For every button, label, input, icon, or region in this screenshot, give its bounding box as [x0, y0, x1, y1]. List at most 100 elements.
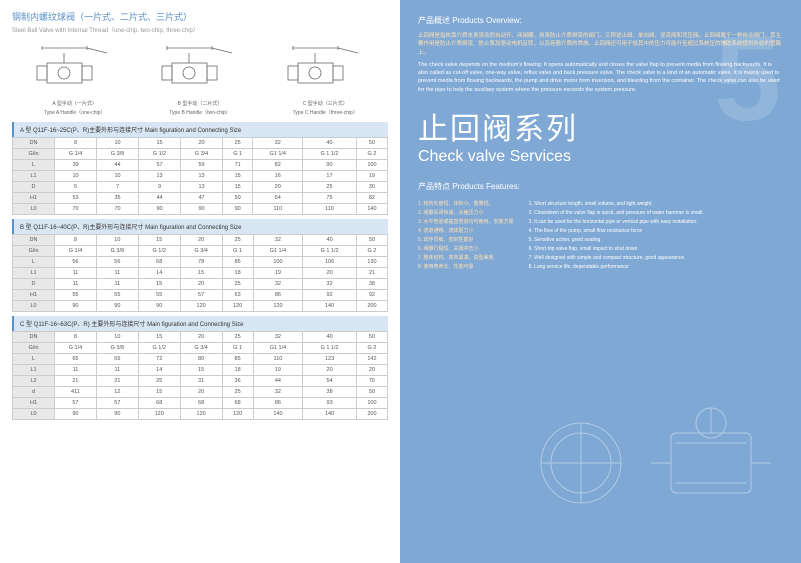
features-cn: 1. 结构长度短、体积小、重量轻。2. 阀瓣关闭快速、水锤压力小3. 水平管道或… [418, 200, 514, 272]
cell: 19 [253, 268, 303, 279]
cell: 25 [222, 332, 253, 343]
feature-item-en: 2. Closedown of the valve flap is quick,… [529, 209, 704, 218]
cell: 10 [96, 235, 138, 246]
cell: 15 [180, 268, 222, 279]
diagram-1: B 型手动（二片式）Type B Handle（two-chip） [157, 38, 242, 116]
cell: 15 [138, 279, 180, 290]
cell: 5 [55, 182, 97, 193]
row-key: H1 [13, 398, 55, 409]
right-panel: 5 产品概述 Products Overview: 止回阀是指依靠介质本身流动而… [400, 0, 801, 563]
table-row: DN810152025324050 [13, 138, 388, 149]
cell: 16 [253, 171, 303, 182]
cell: 140 [356, 204, 387, 215]
cell: 25 [222, 235, 253, 246]
table-row: H15555555763869292 [13, 290, 388, 301]
product-title-en: Steel Ball Valve with Internal Thread（on… [12, 25, 388, 34]
cell: 25 [223, 138, 253, 149]
row-key: H1 [13, 193, 55, 204]
cell: G1 1/4 [253, 343, 303, 354]
cell: 20 [181, 138, 223, 149]
cell: 11 [55, 365, 97, 376]
cell: 110 [303, 204, 357, 215]
features-columns: 1. 结构长度短、体积小、重量轻。2. 阀瓣关闭快速、水锤压力小3. 水平管道或… [418, 200, 783, 272]
feature-item-cn: 6. 阀瓣行程短、关阀冲击小 [418, 245, 514, 254]
table-row: D5791315202530 [13, 182, 388, 193]
cell: 63 [222, 290, 253, 301]
features-en: 1. Short structure length, small volume,… [529, 200, 704, 272]
cell: 10 [97, 171, 139, 182]
row-key: G/in [13, 343, 55, 354]
cell: 100 [253, 257, 303, 268]
cell: 200 [356, 409, 387, 420]
cell: 35 [97, 193, 139, 204]
table-row: H157576868688693100 [13, 398, 388, 409]
cell: 9 [139, 182, 181, 193]
cell: G 3/8 [97, 149, 139, 160]
feature-item-cn: 3. 水平管道或垂直管道均可使用。安装方便 [418, 218, 514, 227]
feature-item-cn: 2. 阀瓣关闭快速、水锤压力小 [418, 209, 514, 218]
cell: G 1 [222, 246, 253, 257]
cell: 90 [181, 204, 223, 215]
cell: 70 [55, 204, 97, 215]
feature-item-en: 8. Long service life, dependable perform… [529, 263, 704, 272]
cell: 86 [253, 398, 303, 409]
left-panel: 钢制内螺纹球阀（一片式、二片式、三片式） Steel Ball Valve wi… [0, 0, 400, 563]
cell: 90 [139, 204, 181, 215]
cell: 20 [180, 279, 222, 290]
cell: G 3/4 [180, 246, 222, 257]
row-key: G/in [13, 149, 55, 160]
cell: G 1 [223, 149, 253, 160]
cell: 13 [181, 171, 223, 182]
table-row: L39445759718290100 [13, 160, 388, 171]
cell: 56 [96, 257, 138, 268]
cell: 32 [253, 279, 303, 290]
cell: 90 [138, 301, 180, 312]
cell: 15 [138, 235, 180, 246]
cell: 50 [223, 193, 253, 204]
cell: 50 [356, 387, 387, 398]
cell: 56 [55, 257, 97, 268]
cell: 20 [180, 387, 222, 398]
feature-item-en: 7. Well designed with simple and compact… [529, 254, 704, 263]
cell: 64 [253, 193, 303, 204]
cell: 25 [222, 387, 253, 398]
cell: 120 [138, 409, 180, 420]
table-row: L11111141518192021 [13, 268, 388, 279]
table-header-0: A 型 Q11F-16~25C(P、R)主要外形与连接尺寸 Main figur… [12, 122, 388, 137]
feature-item-cn: 1. 结构长度短、体积小、重量轻。 [418, 200, 514, 209]
cell: 57 [96, 398, 138, 409]
table-row: L11010131315161719 [13, 171, 388, 182]
cell: 13 [139, 171, 181, 182]
cell: 8 [55, 138, 97, 149]
cell: 68 [222, 398, 253, 409]
cell: 54 [303, 376, 357, 387]
table-header-2: C 型 Q11F-16~63C(P、R) 主要外形与连接尺寸 Main figu… [12, 316, 388, 331]
cell: 8 [55, 235, 97, 246]
cell: 90 [303, 160, 357, 171]
row-key: DN [13, 332, 55, 343]
cell: 65 [96, 354, 138, 365]
cell: G 3/8 [96, 343, 138, 354]
cell: 36 [222, 376, 253, 387]
cell: 8 [55, 332, 97, 343]
cell: 123 [303, 354, 357, 365]
cell: 17 [303, 171, 357, 182]
cell: 68 [180, 398, 222, 409]
cell: 100 [356, 160, 387, 171]
cell: 32 [253, 387, 303, 398]
cell: 110 [253, 354, 303, 365]
cell: 82 [356, 193, 387, 204]
table-row: DN810152025324050 [13, 235, 388, 246]
diagram-0: A 型手动（一片式）Type A Handle（one-chip） [32, 38, 117, 116]
cell: 39 [55, 160, 97, 171]
cell: 40 [303, 332, 357, 343]
cell: 44 [97, 160, 139, 171]
cell: 53 [55, 193, 97, 204]
cell: 44 [253, 376, 303, 387]
cell: 86 [222, 257, 253, 268]
row-key: D [13, 279, 55, 290]
cell: G 2 [356, 246, 387, 257]
cell: 90 [223, 204, 253, 215]
cell: 120 [180, 301, 222, 312]
cell: 130 [356, 257, 387, 268]
